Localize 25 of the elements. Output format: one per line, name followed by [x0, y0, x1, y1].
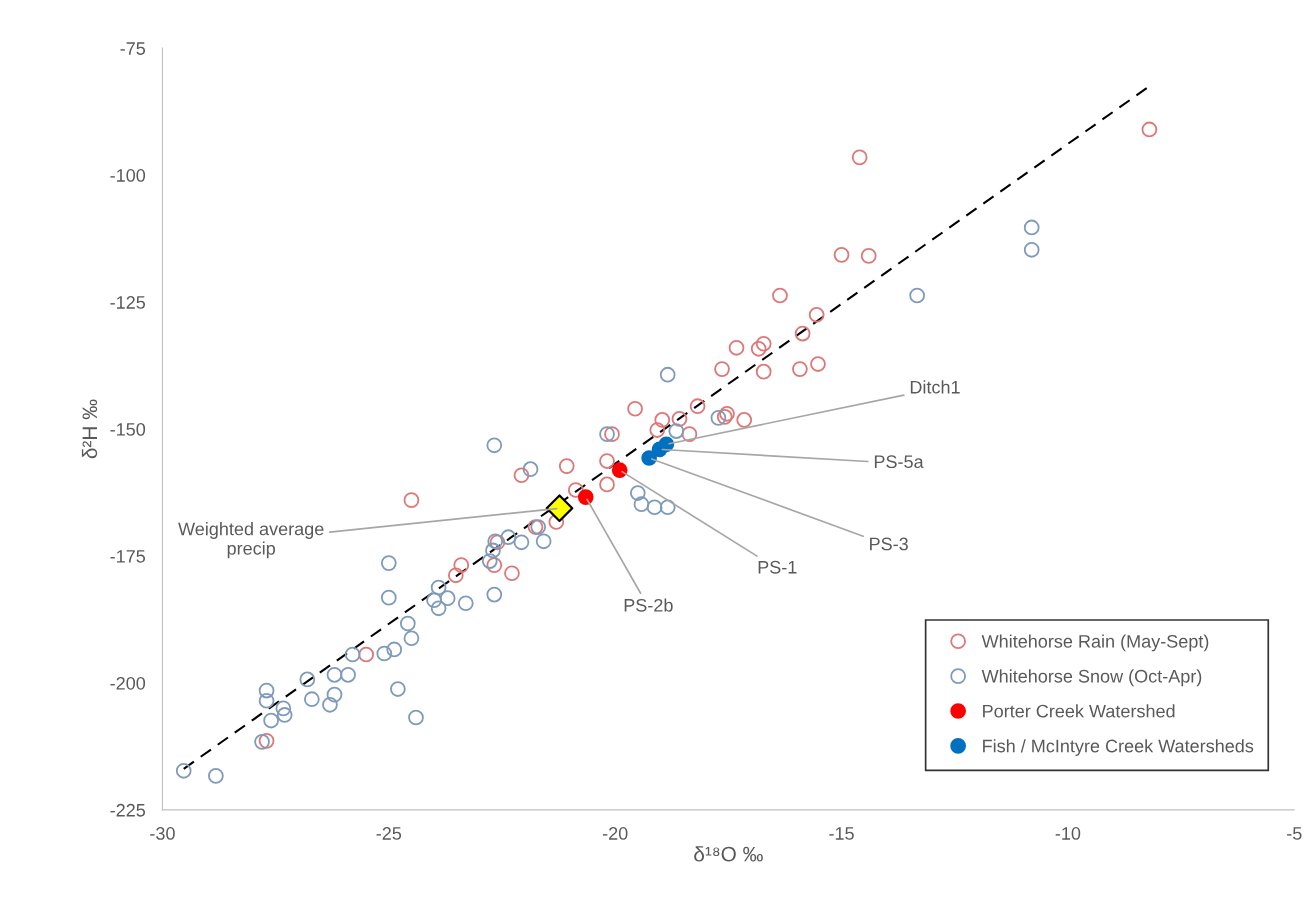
annotation: Ditch1	[910, 380, 960, 394]
y-tick-label: -200	[110, 676, 146, 690]
x-tick-label: -5	[1287, 827, 1302, 840]
legend-label: Whitehorse Rain (May-Sept)	[981, 634, 1209, 652]
y-axis-title: δ²H ‰	[81, 399, 98, 459]
annotation: PS-5a	[874, 455, 924, 469]
annotation: PS-2b	[624, 598, 673, 612]
y-tick-label: -225	[110, 803, 146, 817]
x-tick-label: -25	[376, 827, 402, 840]
annotation: PS-3	[870, 537, 908, 551]
legend-label: Whitehorse Snow (Oct-Apr)	[981, 669, 1202, 687]
x-tick-label: -10	[1055, 827, 1081, 840]
legend-label: Fish / McIntyre Creek Watersheds	[983, 739, 1254, 756]
annotation: PS-1	[758, 560, 797, 574]
x-tick-label: -20	[602, 827, 628, 840]
x-axis-title: δ¹⁸O ‰	[694, 846, 763, 862]
y-tick-label: -125	[110, 296, 146, 309]
legend-label: Porter Creek Watershed	[983, 704, 1175, 718]
y-tick-label: -175	[110, 550, 146, 563]
y-tick-label: -100	[110, 169, 146, 182]
y-tick-label: -150	[110, 422, 146, 436]
x-tick-label: -30	[150, 827, 175, 840]
x-tick-label: -15	[829, 827, 854, 840]
y-tick-label: -75	[120, 42, 146, 55]
annotation: Weighted average precip	[178, 522, 324, 559]
